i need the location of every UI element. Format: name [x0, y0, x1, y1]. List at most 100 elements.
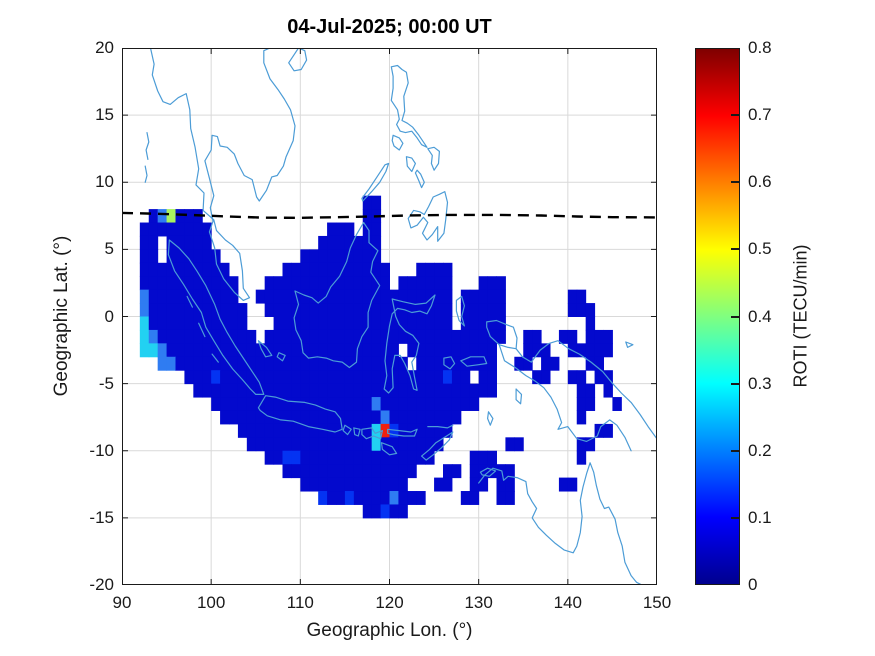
roti-cell [532, 343, 542, 358]
roti-cell [469, 356, 480, 371]
roti-cell [353, 303, 364, 317]
roti-cell [389, 370, 399, 385]
roti-cell [229, 343, 239, 358]
roti-cell [193, 276, 203, 291]
roti-cell [416, 316, 426, 331]
roti-cell [229, 397, 239, 411]
roti-cell [469, 383, 480, 398]
roti-cell [532, 329, 542, 344]
roti-cell [389, 491, 399, 505]
roti-cell [362, 195, 373, 210]
roti-cell [166, 343, 176, 358]
roti-cell [398, 450, 408, 465]
roti-cell [237, 423, 248, 438]
roti-cell [434, 303, 444, 317]
roti-cell [478, 303, 489, 317]
roti-cell [460, 356, 471, 371]
roti-cell [567, 477, 578, 492]
roti-cell [211, 262, 221, 277]
roti-cell [193, 222, 203, 237]
roti-cell [184, 370, 194, 385]
roti-cell [148, 343, 159, 358]
roti-cell [166, 289, 176, 304]
roti-cell [469, 477, 480, 492]
colorbar-tick-label: 0 [748, 575, 758, 594]
roti-cell [380, 410, 390, 425]
roti-cell [389, 343, 399, 358]
roti-cell [139, 262, 150, 277]
roti-cell [202, 276, 212, 291]
coastline [391, 134, 404, 151]
y-tick-label: 15 [95, 105, 114, 125]
roti-cell [291, 397, 301, 411]
roti-cell [478, 329, 489, 344]
roti-cell [469, 397, 480, 411]
roti-cell [460, 343, 471, 358]
roti-cell [336, 450, 346, 465]
roti-cell [362, 262, 373, 277]
roti-cell [594, 370, 604, 385]
roti-cell [139, 343, 150, 358]
roti-cell [148, 276, 159, 291]
roti-cell [434, 410, 444, 425]
roti-cell [362, 450, 373, 465]
roti-cell [389, 504, 399, 519]
colorbar-tick-label: 0.6 [748, 172, 772, 192]
roti-cell [478, 276, 489, 291]
roti-cell [487, 329, 497, 344]
coastline [414, 169, 425, 189]
roti-cell [434, 262, 444, 277]
roti-cell [487, 383, 497, 398]
roti-cell [371, 276, 382, 291]
coastline [293, 221, 381, 369]
roti-cell [380, 303, 390, 317]
roti-cell [264, 303, 275, 317]
roti-cell [318, 397, 328, 411]
coastline [145, 131, 150, 161]
colorbar-tick-label: 0.7 [748, 105, 772, 125]
roti-cell [148, 222, 159, 237]
roti-cell [353, 410, 364, 425]
roti-cell [389, 289, 399, 304]
roti-cell [318, 249, 328, 264]
roti-cell [371, 477, 382, 492]
roti-cell [229, 383, 239, 398]
roti-cell [193, 383, 203, 398]
roti-cell [166, 316, 176, 331]
roti-cell [594, 329, 604, 344]
roti-cell [246, 356, 257, 371]
roti-cell [344, 235, 355, 250]
roti-cell [425, 370, 435, 385]
roti-cell [398, 477, 408, 492]
roti-cell [220, 316, 230, 331]
roti-cell [362, 464, 373, 479]
roti-cell [139, 249, 150, 264]
roti-cell [211, 276, 221, 291]
roti-cell [398, 276, 408, 291]
roti-cell [291, 262, 301, 277]
roti-cell [398, 397, 408, 411]
roti-cell [220, 397, 230, 411]
roti-cell [558, 477, 569, 492]
roti-cell [237, 410, 248, 425]
roti-cell [291, 329, 301, 344]
roti-cell [389, 383, 399, 398]
roti-cell [282, 289, 292, 304]
roti-cell [282, 370, 292, 385]
roti-cell [309, 410, 319, 425]
roti-cell [264, 383, 275, 398]
roti-cell [451, 370, 462, 385]
roti-cell [603, 343, 613, 358]
roti-cell [434, 276, 444, 291]
roti-cell [327, 477, 337, 492]
roti-cell [157, 303, 168, 317]
roti-cell [416, 450, 426, 465]
roti-cell [416, 303, 426, 317]
roti-cell [398, 370, 408, 385]
roti-cell [193, 343, 203, 358]
roti-cell [362, 397, 373, 411]
roti-cell [255, 423, 266, 438]
roti-cell [371, 262, 382, 277]
roti-cell [576, 383, 587, 398]
roti-cell [371, 222, 382, 237]
